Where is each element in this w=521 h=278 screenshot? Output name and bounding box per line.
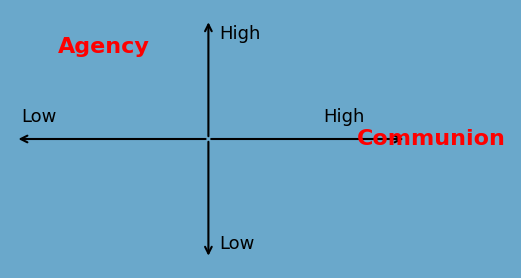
Text: High: High xyxy=(323,108,364,126)
Text: Low: Low xyxy=(219,235,254,253)
Text: High: High xyxy=(219,25,260,43)
Text: Low: Low xyxy=(21,108,56,126)
Text: Communion: Communion xyxy=(356,129,505,149)
Text: Agency: Agency xyxy=(58,37,150,57)
